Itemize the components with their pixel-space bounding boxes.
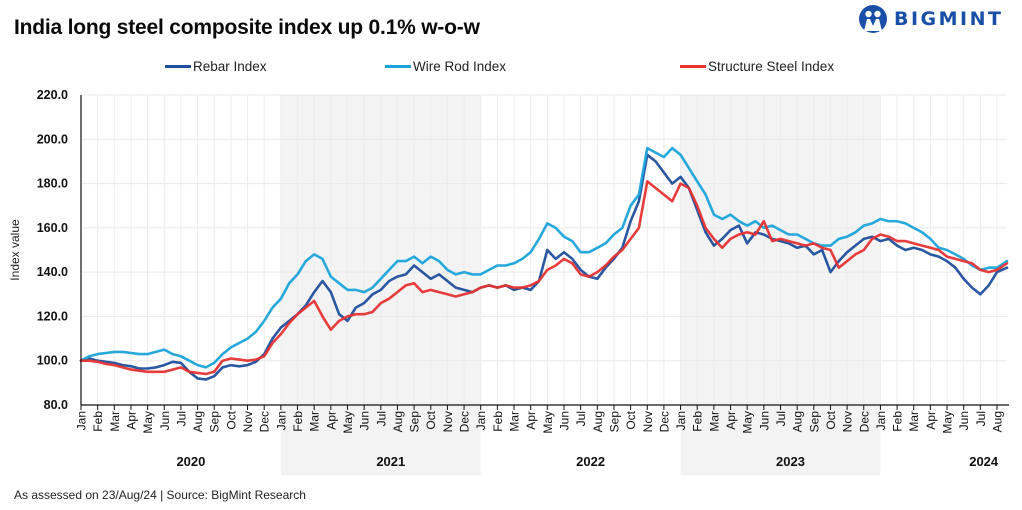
x-tick-label: Jul <box>574 411 588 426</box>
year-label-2023: 2023 <box>776 454 805 469</box>
x-tick-label: Aug <box>191 411 205 432</box>
bigmint-logo-text: BIGMINT <box>894 8 1004 30</box>
bigmint-logo-icon <box>859 5 887 33</box>
x-tick-label: Jun <box>757 411 771 430</box>
series-line-rebar-index <box>79 153 1009 381</box>
x-tick-label: Apr <box>524 411 538 430</box>
x-tick-label: Feb <box>91 411 105 432</box>
x-tick-label: Jun <box>358 411 372 430</box>
year-label-2021: 2021 <box>376 454 405 469</box>
x-tick-label: Sep <box>408 411 422 433</box>
x-tick-label: Nov <box>241 411 255 432</box>
x-tick-label: Aug <box>391 411 405 432</box>
x-tick-label: May <box>541 411 555 434</box>
x-tick-label: Apr <box>724 411 738 430</box>
axes-layer <box>80 95 1009 410</box>
x-tick-label: Mar <box>108 411 122 432</box>
x-tick-label: Jul <box>174 411 188 426</box>
legend-item-wire-rod[interactable]: Wire Rod Index <box>385 59 506 74</box>
x-tick-label: Jan <box>75 411 89 430</box>
x-tick-label: Feb <box>891 411 905 432</box>
series-line-wire-rod-index <box>79 146 1009 369</box>
legend-swatch-structure-steel <box>680 65 706 68</box>
x-tick-label: Jan <box>274 411 288 430</box>
x-tick-label: Apr <box>124 411 138 430</box>
x-tick-label: May <box>341 411 355 434</box>
bigmint-logo: BIGMINT <box>858 4 1004 34</box>
x-tick-label: Oct <box>824 410 838 429</box>
legend-item-rebar[interactable]: Rebar Index <box>165 59 267 74</box>
series-line-structure-steel-index <box>79 180 1009 376</box>
x-tick-label: Jun <box>158 411 172 430</box>
chart-legend: Rebar Index Wire Rod Index Structure Ste… <box>0 59 1022 77</box>
y-tick-label: 120.0 <box>37 309 68 323</box>
x-tick-label: Feb <box>291 411 305 432</box>
x-tick-label: Sep <box>607 411 621 433</box>
series-layer <box>79 146 1009 381</box>
x-tick-label: May <box>141 411 155 434</box>
x-tick-label: Mar <box>508 411 522 432</box>
y-tick-label: 140.0 <box>37 265 68 279</box>
legend-label-rebar: Rebar Index <box>193 59 267 74</box>
x-tick-label: Dec <box>657 411 671 432</box>
x-tick-label: May <box>941 411 955 434</box>
x-tick-label: Jul <box>774 411 788 426</box>
x-tick-label: Apr <box>924 411 938 430</box>
x-tick-label: May <box>741 411 755 434</box>
x-tick-label: Jan <box>474 411 488 430</box>
x-tick-label: Sep <box>807 411 821 433</box>
x-tick-label: Oct <box>624 410 638 429</box>
legend-label-structure-steel: Structure Steel Index <box>708 59 835 74</box>
x-tick-label: Aug <box>591 411 605 432</box>
x-tick-label: Jan <box>874 411 888 430</box>
x-tick-label: Jul <box>974 411 988 426</box>
x-tick-label: Oct <box>424 410 438 429</box>
x-tick-label: Dec <box>458 411 472 432</box>
legend-item-structure-steel[interactable]: Structure Steel Index <box>680 59 834 74</box>
legend-label-wire-rod: Wire Rod Index <box>413 59 507 74</box>
x-tick-label: Mar <box>907 411 921 432</box>
x-tick-label: Nov <box>641 411 655 432</box>
x-tick-label: Apr <box>324 411 338 430</box>
y-tick-label: 80.0 <box>44 398 68 412</box>
x-tick-label: Aug <box>991 411 1005 432</box>
y-tick-label: 220.0 <box>37 88 68 102</box>
chart-title: India long steel composite index up 0.1%… <box>14 16 480 39</box>
legend-swatch-rebar <box>165 65 191 68</box>
x-tick-label: Nov <box>441 411 455 432</box>
x-tick-label: Oct <box>224 410 238 429</box>
x-tick-label: Dec <box>258 411 272 432</box>
year-label-2022: 2022 <box>576 454 605 469</box>
x-tick-label: Sep <box>208 411 222 433</box>
y-tick-label: 160.0 <box>37 221 68 235</box>
y-tick-label: 200.0 <box>37 132 68 146</box>
legend-swatch-wire-rod <box>385 65 411 68</box>
y-tick-label: 180.0 <box>37 177 68 191</box>
x-tick-label: Aug <box>791 411 805 432</box>
x-tick-label: Jun <box>557 411 571 430</box>
x-tick-label: Feb <box>491 411 505 432</box>
year-label-2020: 2020 <box>176 454 205 469</box>
x-tick-label: Nov <box>841 411 855 432</box>
labels-layer: 80.0 100.0 120.0 140.0 160.0 180.0 200.0 220.0 J… <box>37 88 1005 469</box>
x-tick-label: Mar <box>707 411 721 432</box>
x-tick-label: Jun <box>957 411 971 430</box>
x-tick-label: Feb <box>691 411 705 432</box>
x-tick-label: Mar <box>308 411 322 432</box>
grid-layer <box>81 94 1007 405</box>
footer-source: As assessed on 23/Aug/24 | Source: BigMi… <box>14 488 306 502</box>
x-tick-label: Jul <box>374 411 388 426</box>
x-tick-label: Jan <box>674 411 688 430</box>
y-tick-label: 100.0 <box>37 354 68 368</box>
y-axis-title: Index value <box>8 219 22 281</box>
year-label-2024: 2024 <box>969 454 999 469</box>
x-tick-label: Dec <box>857 411 871 432</box>
